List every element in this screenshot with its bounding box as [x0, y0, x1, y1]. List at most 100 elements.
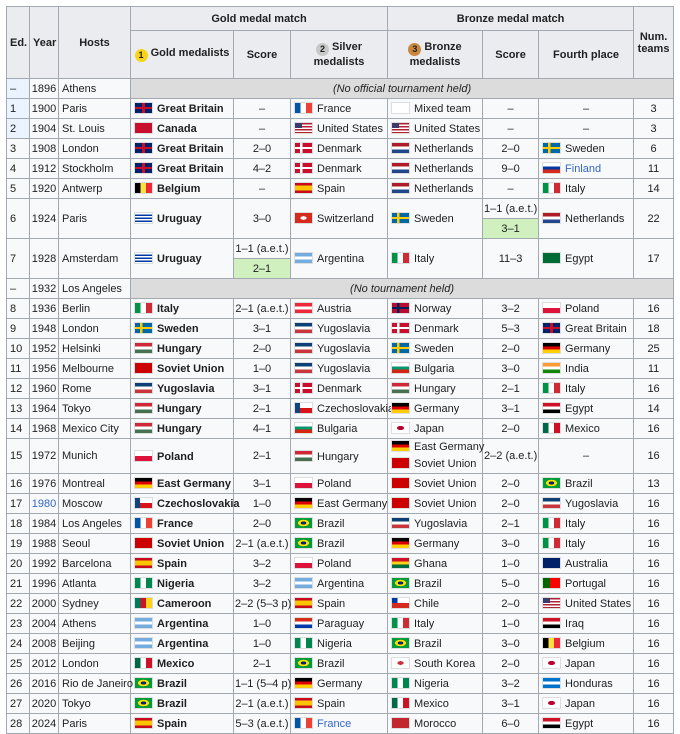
team-link[interactable]: Germany	[565, 343, 611, 355]
team-link[interactable]: Spain	[157, 718, 187, 730]
team-link[interactable]: Spain	[317, 598, 346, 610]
team-link[interactable]: East Germany	[157, 478, 231, 490]
team-link[interactable]: Bulgaria	[414, 363, 455, 375]
team-link[interactable]: United States	[565, 598, 632, 610]
team-link[interactable]: Brazil	[157, 678, 187, 690]
team-link[interactable]: United States	[317, 123, 384, 135]
team-link[interactable]: Nigeria	[414, 678, 449, 690]
team-link[interactable]: Spain	[157, 558, 187, 570]
team-link[interactable]: Soviet Union	[414, 498, 477, 510]
team-link[interactable]: Poland	[157, 450, 194, 463]
team-link[interactable]: Spain	[317, 698, 346, 710]
team-link[interactable]: Brazil	[157, 698, 187, 710]
team-link[interactable]: Brazil	[414, 578, 442, 590]
team-link[interactable]: United States	[414, 123, 481, 135]
team-link[interactable]: Poland	[317, 558, 352, 570]
team-link[interactable]: Argentina	[157, 638, 209, 650]
team-link[interactable]: Canada	[157, 123, 197, 135]
team-link[interactable]: Poland	[565, 303, 600, 315]
team-link[interactable]: Italy	[565, 538, 586, 550]
team-link[interactable]: Finland	[565, 163, 602, 175]
team-link[interactable]: Brazil	[565, 478, 593, 490]
team-link[interactable]: Sweden	[157, 323, 199, 335]
team-link[interactable]: Soviet Union	[157, 363, 225, 375]
team-link[interactable]: France	[157, 518, 194, 530]
team-link[interactable]: Italy	[565, 183, 586, 195]
team-link[interactable]: South Korea	[414, 658, 476, 670]
team-link[interactable]: Brazil	[414, 638, 442, 650]
team-link[interactable]: Brazil	[317, 538, 345, 550]
team-link[interactable]: Switzerland	[317, 213, 374, 225]
team-link[interactable]: Brazil	[317, 658, 345, 670]
team-link[interactable]: East Germany	[317, 498, 388, 510]
team-link[interactable]: Netherlands	[414, 163, 474, 175]
team-link[interactable]: Netherlands	[414, 183, 474, 195]
team-link[interactable]: Poland	[317, 478, 352, 490]
team-link[interactable]: East Germany	[414, 441, 485, 453]
team-link[interactable]: Yugoslavia	[317, 363, 371, 375]
team-link[interactable]: Soviet Union	[414, 458, 477, 470]
team-link[interactable]: France	[317, 103, 352, 115]
team-link[interactable]: Netherlands	[565, 213, 625, 225]
team-link[interactable]: Yugoslavia	[317, 323, 371, 335]
team-link[interactable]: Czechoslovakia	[317, 403, 395, 415]
team-link[interactable]: Nigeria	[317, 638, 352, 650]
team-link[interactable]: Yugoslavia	[317, 343, 371, 355]
team-link[interactable]: Mexico	[414, 698, 449, 710]
team-link[interactable]: Japan	[565, 658, 596, 670]
team-link[interactable]: Denmark	[317, 163, 362, 175]
team-link[interactable]: Argentina	[317, 253, 365, 265]
col-ed[interactable]: Ed.	[6, 6, 30, 79]
year-cell[interactable]: 1980	[29, 493, 59, 514]
team-link[interactable]: Great Britain	[157, 143, 224, 155]
team-link[interactable]: Brazil	[317, 518, 345, 530]
col-gold[interactable]: 1 Gold medalists	[130, 30, 234, 79]
team-link[interactable]: Denmark	[317, 383, 362, 395]
team-link[interactable]: India	[565, 363, 589, 375]
team-link[interactable]: Hungary	[157, 343, 202, 355]
team-link[interactable]: Belgium	[565, 638, 605, 650]
team-link[interactable]: Spain	[317, 183, 346, 195]
team-link[interactable]: Soviet Union	[157, 538, 225, 550]
col-year[interactable]: Year	[29, 6, 59, 79]
team-link[interactable]: Uruguay	[157, 253, 202, 265]
team-link[interactable]: Hungary	[317, 450, 359, 463]
col-hosts[interactable]: Hosts	[58, 6, 131, 79]
team-link[interactable]: France	[317, 718, 352, 730]
team-link[interactable]: Argentina	[317, 578, 365, 590]
team-link[interactable]: Egypt	[565, 718, 594, 730]
team-link[interactable]: Soviet Union	[414, 478, 477, 490]
team-link[interactable]: Japan	[565, 698, 596, 710]
team-link[interactable]: Egypt	[565, 403, 594, 415]
team-link[interactable]: Sweden	[565, 143, 605, 155]
team-link[interactable]: Denmark	[317, 143, 362, 155]
team-link[interactable]: Nigeria	[157, 578, 195, 590]
team-link[interactable]: Netherlands	[414, 143, 474, 155]
col-silver[interactable]: 2 Silver medalists	[289, 30, 389, 79]
team-link[interactable]: Great Britain	[565, 323, 627, 335]
team-link[interactable]: Portugal	[565, 578, 607, 590]
team-link[interactable]: Hungary	[414, 383, 456, 395]
team-link[interactable]: Yugoslavia	[565, 498, 619, 510]
team-link[interactable]: Germany	[317, 678, 363, 690]
team-link[interactable]: Italy	[565, 383, 586, 395]
team-link[interactable]: Mexico	[157, 658, 195, 670]
team-link[interactable]: Honduras	[565, 678, 613, 690]
col-num-teams[interactable]: Num. teams	[633, 6, 675, 79]
team-link[interactable]: Cameroon	[157, 598, 212, 610]
team-link[interactable]: Italy	[565, 518, 586, 530]
team-link[interactable]: Yugoslavia	[157, 383, 215, 395]
team-link[interactable]: Uruguay	[157, 213, 202, 225]
team-link[interactable]: Iraq	[565, 618, 584, 630]
team-link[interactable]: Denmark	[414, 323, 459, 335]
team-link[interactable]: Hungary	[157, 403, 202, 415]
team-link[interactable]: Great Britain	[157, 103, 224, 115]
col-fourth[interactable]: Fourth place	[538, 30, 635, 79]
team-link[interactable]: Hungary	[157, 423, 202, 435]
col-score2[interactable]: Score	[482, 30, 540, 79]
team-link[interactable]: Italy	[414, 253, 435, 265]
team-link[interactable]: Great Britain	[157, 163, 224, 175]
team-link[interactable]: Czechoslovakia	[157, 498, 240, 510]
team-link[interactable]: Italy	[414, 618, 435, 630]
team-link[interactable]: Italy	[157, 303, 180, 315]
